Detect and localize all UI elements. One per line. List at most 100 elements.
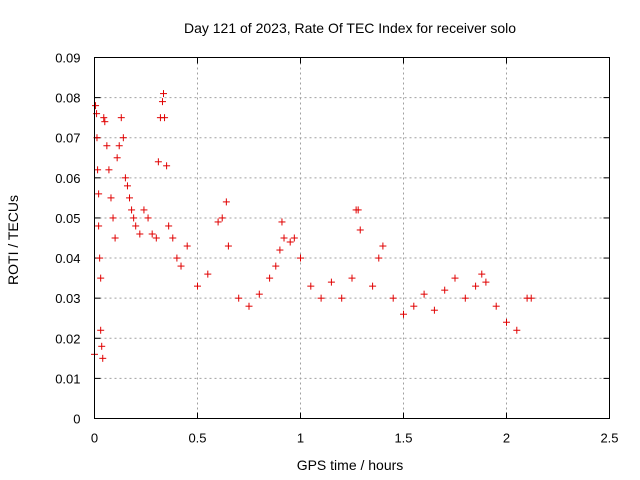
data-point — [97, 326, 105, 334]
data-point — [527, 294, 535, 302]
data-point — [117, 114, 125, 122]
data-point — [144, 214, 152, 222]
data-point — [276, 246, 284, 254]
data-point — [113, 154, 121, 162]
y-tick-label: 0.09 — [55, 51, 80, 66]
x-axis-ticks: 0 0.5 1 1.5 2 2.5 — [91, 57, 619, 446]
data-point — [272, 262, 280, 270]
data-point — [169, 234, 177, 242]
data-point — [115, 142, 123, 150]
data-point — [255, 290, 263, 298]
data-point — [224, 242, 232, 250]
data-point — [379, 242, 387, 250]
data-point — [451, 274, 459, 282]
data-point — [98, 342, 106, 350]
data-point — [161, 114, 169, 122]
data-point — [154, 158, 162, 166]
data-point — [100, 114, 108, 122]
y-axis-label: ROTI / TECUs — [5, 195, 21, 285]
data-point — [119, 134, 127, 142]
data-point — [297, 254, 304, 262]
data-point — [478, 270, 486, 278]
y-tick-label: 0.02 — [55, 331, 80, 346]
data-point — [165, 222, 173, 230]
data-point — [472, 282, 480, 290]
data-point — [278, 218, 286, 226]
data-point — [430, 306, 438, 314]
data-point — [503, 318, 510, 326]
data-point — [152, 234, 160, 242]
data-point — [513, 326, 521, 334]
data-point — [317, 294, 325, 302]
data-point — [222, 198, 230, 206]
data-point — [266, 274, 274, 282]
data-point — [177, 262, 185, 270]
x-tick-label: 0 — [91, 431, 98, 446]
data-point — [235, 294, 243, 302]
data-point — [356, 226, 364, 234]
data-point — [92, 102, 100, 110]
data-point — [136, 230, 144, 238]
data-point — [338, 294, 346, 302]
data-point — [96, 254, 104, 262]
data-point — [103, 142, 111, 150]
data-point — [95, 222, 103, 230]
data-point — [95, 190, 103, 198]
y-tick-label: 0.04 — [55, 251, 80, 266]
data-point — [410, 302, 418, 310]
y-tick-label: 0.01 — [55, 371, 80, 386]
data-point — [105, 166, 113, 174]
data-point — [420, 290, 428, 298]
y-tick-label: 0.06 — [55, 171, 80, 186]
x-tick-label: 1 — [297, 431, 304, 446]
data-point — [128, 206, 136, 214]
x-tick-label: 2.5 — [600, 431, 618, 446]
data-point — [400, 310, 407, 318]
data-point — [109, 214, 117, 222]
data-point — [354, 206, 362, 214]
x-tick-label: 1.5 — [394, 431, 412, 446]
data-point — [389, 294, 397, 302]
data-point — [130, 214, 138, 222]
data-point — [111, 234, 119, 242]
data-point — [121, 174, 129, 182]
data-point — [148, 230, 156, 238]
data-point — [369, 282, 377, 290]
data-point — [348, 274, 356, 282]
data-point — [482, 278, 490, 286]
data-point — [94, 166, 102, 174]
data-point — [173, 254, 181, 262]
y-tick-label: 0.08 — [55, 91, 80, 106]
data-point — [101, 118, 109, 126]
x-tick-label: 0.5 — [188, 431, 206, 446]
y-tick-label: 0.03 — [55, 291, 80, 306]
data-point — [126, 194, 134, 202]
data-point — [99, 354, 107, 362]
y-tick-label: 0.07 — [55, 131, 80, 146]
data-point — [160, 90, 168, 98]
data-point — [194, 282, 201, 290]
y-axis-ticks: 0 0.01 0.02 0.03 0.04 0.05 0.06 0.07 0.08 0.09 — [55, 51, 610, 427]
chart-title: Day 121 of 2023, Rate Of TEC Index for r… — [184, 20, 516, 36]
plot-frame — [94, 57, 610, 419]
data-point — [441, 286, 449, 294]
data-point — [132, 222, 140, 230]
data-point — [218, 214, 226, 222]
data-point — [107, 194, 115, 202]
data-point — [290, 234, 298, 242]
data-point — [158, 98, 166, 106]
data-point — [492, 302, 500, 310]
data-point — [286, 238, 294, 246]
y-tick-label: 0.05 — [55, 211, 80, 226]
data-point — [214, 218, 222, 226]
data-point — [140, 206, 148, 214]
y-tick-label: 0 — [73, 412, 80, 427]
data-point — [163, 162, 171, 170]
x-tick-label: 2 — [503, 431, 510, 446]
data-point — [204, 270, 212, 278]
x-axis-label: GPS time / hours — [297, 457, 404, 473]
data-point — [123, 182, 131, 190]
data-point — [183, 242, 191, 250]
data-point — [307, 282, 315, 290]
